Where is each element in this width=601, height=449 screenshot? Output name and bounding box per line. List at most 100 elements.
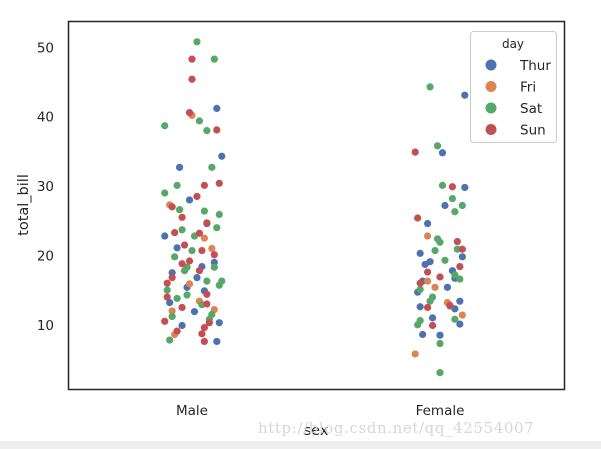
data-point-sun [424, 303, 432, 312]
y-tick-label: 30 [37, 179, 54, 195]
data-point-sun [195, 229, 204, 237]
data-point-sat [456, 275, 464, 283]
data-point-sat [451, 208, 459, 216]
y-tick-label: 20 [37, 248, 54, 264]
data-point-sun [188, 75, 196, 83]
data-point-sun [424, 268, 432, 276]
data-point-sat [173, 181, 181, 189]
data-point-sun [198, 330, 206, 338]
y-tick-label: 40 [37, 110, 54, 126]
data-point-sat [208, 163, 216, 171]
page-footer-strip [0, 441, 601, 449]
data-point-sun [173, 327, 181, 335]
data-point-sun [168, 203, 176, 211]
data-point-sat [433, 142, 442, 150]
data-point-sun [416, 279, 424, 287]
x-tick-labels: Male Female [176, 403, 464, 419]
data-point-sun [198, 246, 206, 255]
data-point-sat [163, 286, 171, 294]
data-point-sat [426, 83, 434, 91]
data-point-thur [456, 320, 464, 328]
data-point-sun [414, 214, 422, 222]
data-point-thur [166, 299, 174, 307]
legend-items: Thur Fri Sat Sun [485, 58, 551, 139]
data-point-sat [416, 285, 424, 294]
legend-label-sun: Sun [520, 123, 546, 139]
data-point-sat [414, 321, 422, 329]
data-point-sun [205, 319, 213, 327]
data-point-sat [436, 339, 444, 348]
data-point-sun [195, 267, 204, 275]
data-point-thur [461, 183, 469, 192]
data-point-sat [441, 256, 449, 264]
data-point-sat [178, 226, 186, 234]
data-point-fri [200, 234, 208, 242]
data-point-sat [208, 310, 216, 318]
data-point-sun [453, 237, 461, 246]
data-point-sun [448, 183, 456, 191]
legend-label-thur: Thur [519, 58, 551, 74]
data-point-sat [436, 238, 444, 246]
data-point-thur [456, 297, 464, 305]
data-point-thur [458, 253, 466, 261]
data-point-sat [448, 194, 456, 203]
data-point-sat [176, 206, 184, 214]
data-point-thur [438, 149, 447, 157]
data-point-sun [456, 262, 464, 271]
data-point-sat [200, 207, 208, 215]
data-point-thur [213, 104, 221, 112]
data-point-sun [446, 301, 454, 309]
data-point-sun [185, 257, 194, 265]
data-point-sun [178, 260, 186, 268]
data-points [161, 38, 469, 377]
data-point-sun [428, 321, 437, 330]
series-sun [161, 55, 466, 346]
legend-marker-sat [485, 102, 497, 114]
x-tick-label: Male [176, 403, 208, 419]
data-point-sat [166, 336, 174, 344]
x-tick-label: Female [416, 403, 465, 419]
data-point-thur [436, 331, 444, 339]
y-tick-labels: 10 20 30 40 50 [37, 40, 54, 333]
data-point-sun [180, 241, 189, 249]
data-point-sun [436, 273, 444, 281]
data-point-sun [200, 337, 208, 346]
data-point-thur [185, 196, 194, 204]
data-point-sat [458, 201, 466, 210]
data-point-sat [183, 291, 191, 299]
data-point-sat [210, 55, 218, 63]
data-point-thur [416, 303, 424, 311]
data-point-thur [218, 152, 226, 160]
data-point-sun [215, 179, 223, 187]
data-point-sun [168, 274, 176, 282]
data-point-fri [411, 350, 419, 358]
data-point-sun [203, 290, 211, 298]
data-point-sat [173, 294, 181, 303]
data-point-thur [190, 308, 199, 316]
data-point-thur [419, 330, 427, 339]
watermark: http://blog.csdn.net/qq_42554007 [258, 419, 535, 437]
data-point-sat [436, 369, 444, 377]
data-point-sat [210, 263, 218, 271]
data-point-sat [218, 277, 226, 285]
data-point-fri [431, 283, 439, 291]
data-point-sun [200, 181, 208, 189]
data-point-fri [185, 280, 194, 288]
data-point-fri [458, 311, 466, 319]
y-tick-label: 50 [37, 40, 54, 56]
data-point-fri [424, 232, 432, 240]
data-point-thur [441, 201, 449, 210]
data-point-thur [161, 232, 169, 240]
data-point-sat [213, 224, 221, 232]
legend-label-fri: Fri [520, 80, 536, 96]
data-point-sun [185, 108, 194, 117]
legend-title: day [502, 37, 524, 51]
data-point-sat [438, 181, 447, 189]
data-point-sat [171, 253, 179, 261]
data-point-thur [178, 321, 186, 330]
x-axis-label: sex [304, 423, 329, 439]
data-point-sat [215, 210, 223, 219]
legend-marker-sun [485, 124, 497, 135]
data-point-fri [424, 277, 432, 285]
